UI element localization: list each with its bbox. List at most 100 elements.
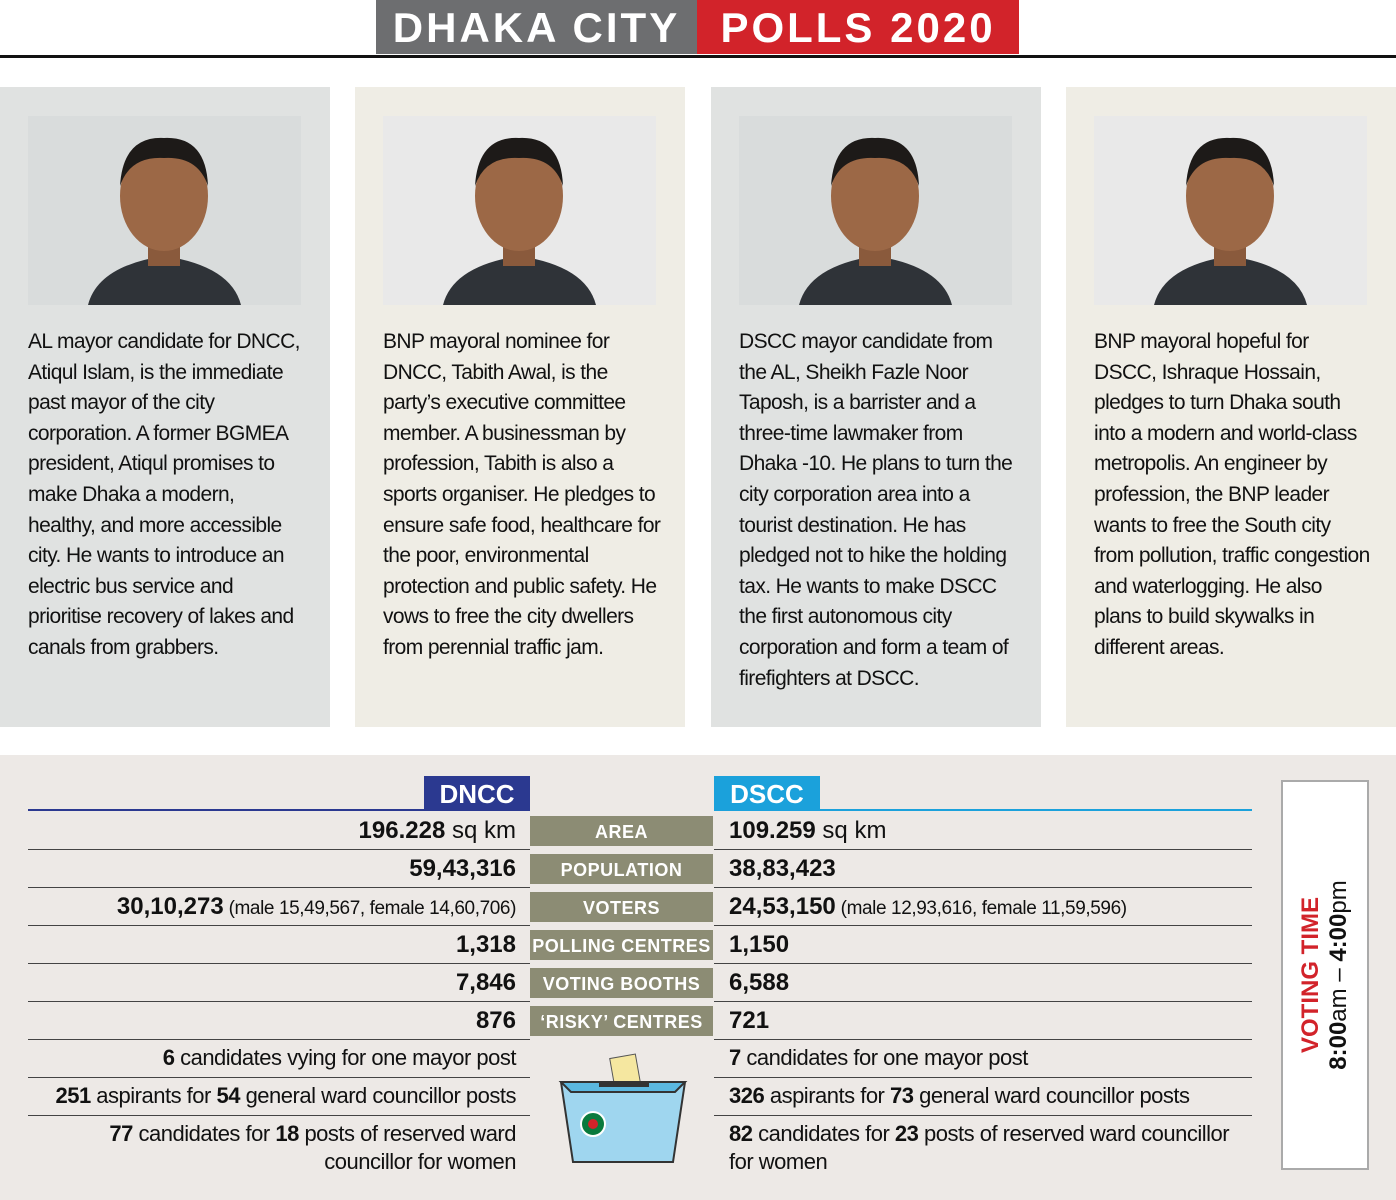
dscc-cell: 24,53,150 (male 12,93,616, female 11,59,… [729,888,1127,925]
row-rule [28,1115,530,1116]
row-rule [28,1039,530,1040]
header-rule [0,55,1396,58]
dscc-note: (male 12,93,616, female 11,59,596) [835,898,1127,919]
dscc-text-part: posts of reserved ward councillor for wo… [729,1121,1230,1174]
dscc-text-part: 23 [894,1121,919,1146]
dscc-value: 38,83,423 [729,855,836,882]
candidate-card: DSCC mayor candidate from the AL, Sheikh… [711,87,1041,727]
row-rule [714,1115,1252,1116]
dscc-value: 6,588 [729,969,790,996]
voting-time-box: VOTING TIME 8:00am – 4:00pm [1281,780,1369,1170]
candidate-description: BNP mayoral hopeful for DSCC, Ishraque H… [1094,330,1370,659]
dscc-cell: 1,150 [729,926,789,963]
dscc-text: 82 candidates for 23 posts of reserved w… [729,1120,1254,1176]
dscc-value: 721 [729,1007,770,1034]
row-rule [714,925,1252,926]
title-right: POLLS 2020 [697,0,1019,54]
row-rule [714,849,1252,850]
dncc-text: 6 candidates vying for one mayor post [26,1044,517,1072]
dscc-text: 326 aspirants for 73 general ward counci… [729,1082,1254,1110]
dncc-value: 876 [475,1007,516,1034]
candidate-description: AL mayor candidate for DNCC, Atiqul Isla… [28,330,300,659]
dncc-text-part: aspirants for [90,1083,217,1108]
candidate-photo [1094,116,1367,305]
dncc-cell: 876 [476,1002,516,1039]
dncc-cell: 196.228 sq km [359,812,516,849]
candidate-card: BNP mayoral hopeful for DSCC, Ishraque H… [1066,87,1396,727]
dncc-text-part: general ward councillor posts [239,1083,517,1108]
dscc-cell: 109.259 sq km [729,812,886,849]
dscc-cell: 38,83,423 [729,850,836,887]
dscc-heading: DSCC [714,776,820,810]
dncc-value: 59,43,316 [409,855,516,882]
dncc-value: 1,318 [455,931,516,958]
dncc-text-part: 77 [109,1121,133,1146]
voting-time: VOTING TIME 8:00am – 4:00pm [1297,785,1353,1165]
voting-time-part: pm [1325,880,1352,914]
dncc-cell: 59,43,316 [409,850,516,887]
dscc-text-part: aspirants for [764,1083,890,1108]
row-rule [714,963,1252,964]
row-rule [714,1039,1252,1040]
row-label: AREA [530,816,713,846]
dncc-text-part: 251 [55,1083,91,1108]
dscc-text-part: general ward councillor posts [913,1083,1190,1108]
voting-time-label: VOTING TIME [1297,897,1324,1053]
dncc-text-part: posts of reserved ward councillor for wo… [298,1121,516,1174]
dncc-value: 30,10,273 [116,893,224,920]
dscc-rule [714,809,1252,811]
candidate-photo [28,116,301,305]
dscc-note: sq km [815,817,887,844]
dncc-note: sq km [445,817,516,844]
dscc-cell: 6,588 [729,964,789,1001]
dncc-text-part: candidates for [132,1121,276,1146]
dscc-text-part: candidates for one mayor post [740,1045,1028,1070]
row-rule [714,1001,1252,1002]
row-rule [28,887,530,888]
dncc-cell: 1,318 [456,926,516,963]
dncc-text-part: 6 [162,1045,175,1070]
dscc-text-part: 326 [729,1083,765,1108]
dncc-heading: DNCC [424,776,530,810]
dncc-text: 251 aspirants for 54 general ward counci… [26,1082,516,1110]
dscc-value: 1,150 [729,931,790,958]
row-rule [28,1001,530,1002]
dncc-text: 77 candidates for 18 posts of reserved w… [26,1120,516,1176]
row-label: POLLING CENTRES [530,930,713,960]
dncc-text-part: 18 [275,1121,299,1146]
title-left: DHAKA CITY [376,0,697,54]
candidate-photo [739,116,1012,305]
candidate-card: AL mayor candidate for DNCC, Atiqul Isla… [0,87,330,727]
candidate-photo [383,116,656,305]
dscc-text-part: 7 [729,1045,741,1070]
dscc-text-part: candidates for [752,1121,895,1146]
candidate-description: BNP mayoral nominee for DNCC, Tabith Awa… [383,330,661,659]
dscc-text: 7 candidates for one mayor post [729,1044,1254,1072]
voting-time-value: 8:00am – 4:00pm [1325,785,1353,1165]
row-rule [714,1077,1252,1078]
dncc-rule [28,809,530,811]
dncc-value: 196.228 [358,817,446,844]
voting-time-part: 4:00 [1325,913,1352,962]
voting-time-part: 8:00 [1325,1021,1352,1070]
row-rule [28,1077,530,1078]
row-rule [28,925,530,926]
candidate-description: DSCC mayor candidate from the AL, Sheikh… [739,330,1013,690]
row-rule [714,887,1252,888]
dscc-text-part: 73 [890,1083,914,1108]
ballot-box-icon [558,1053,688,1163]
row-label: ‘RISKY’ CENTRES [530,1006,713,1036]
dncc-value: 7,846 [455,969,516,996]
row-label: VOTING BOOTHS [530,968,713,998]
dncc-text-part: 54 [216,1083,240,1108]
dscc-value: 109.259 [729,817,816,844]
dncc-text-part: candidates vying for one mayor post [174,1045,516,1070]
voting-time-part: am – [1325,961,1352,1022]
row-rule [28,849,530,850]
dscc-text-part: 82 [729,1121,753,1146]
candidate-card: BNP mayoral nominee for DNCC, Tabith Awa… [355,87,685,727]
row-label: POPULATION [530,854,713,884]
dscc-cell: 721 [729,1002,769,1039]
dscc-value: 24,53,150 [729,893,836,920]
